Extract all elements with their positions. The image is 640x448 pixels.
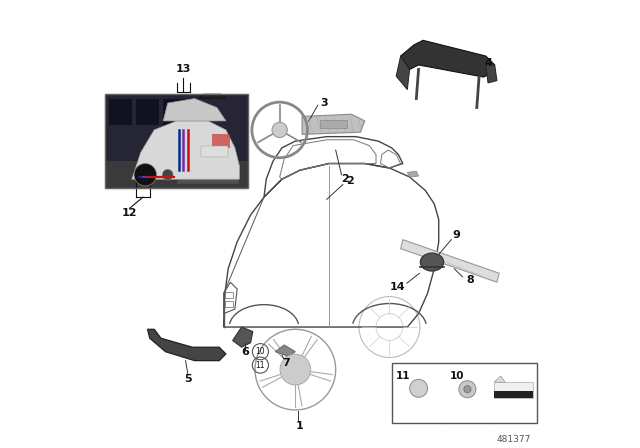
Text: 11: 11 — [396, 371, 411, 381]
Polygon shape — [233, 327, 253, 347]
Polygon shape — [486, 65, 497, 83]
Bar — [494, 391, 533, 398]
Text: 2: 2 — [340, 174, 349, 184]
Polygon shape — [302, 114, 365, 134]
Bar — [105, 94, 248, 188]
Polygon shape — [396, 56, 410, 90]
Circle shape — [464, 386, 471, 393]
Circle shape — [272, 122, 287, 138]
Circle shape — [163, 169, 173, 180]
Text: 8: 8 — [466, 275, 474, 285]
Text: 5: 5 — [184, 374, 191, 383]
Circle shape — [134, 164, 157, 186]
Text: 4: 4 — [484, 58, 492, 68]
Polygon shape — [105, 94, 248, 161]
Bar — [105, 94, 248, 188]
Text: 1: 1 — [296, 421, 304, 431]
Text: 481377: 481377 — [496, 435, 531, 444]
Bar — [202, 146, 228, 157]
Text: 12: 12 — [122, 208, 138, 218]
Polygon shape — [401, 240, 499, 282]
Text: 9: 9 — [452, 230, 461, 240]
Bar — [320, 120, 347, 128]
Bar — [212, 134, 230, 148]
Text: 2: 2 — [346, 177, 354, 186]
Polygon shape — [105, 161, 248, 188]
Bar — [136, 99, 159, 125]
Polygon shape — [163, 99, 226, 121]
Bar — [163, 99, 186, 125]
Text: 6: 6 — [241, 347, 249, 357]
Polygon shape — [407, 171, 419, 177]
Circle shape — [459, 381, 476, 398]
Text: 7: 7 — [282, 358, 291, 368]
Text: 14: 14 — [389, 282, 405, 292]
Polygon shape — [199, 94, 226, 99]
Polygon shape — [177, 161, 239, 184]
Circle shape — [145, 169, 155, 180]
Bar — [392, 363, 538, 423]
Circle shape — [280, 354, 310, 385]
Text: 13: 13 — [175, 65, 191, 74]
Text: 10: 10 — [255, 347, 265, 356]
Bar — [109, 99, 132, 125]
Text: 3: 3 — [321, 98, 328, 108]
Polygon shape — [494, 376, 505, 382]
Circle shape — [410, 379, 428, 397]
Text: 10: 10 — [450, 371, 465, 381]
Polygon shape — [132, 121, 239, 179]
Bar — [494, 382, 533, 398]
Polygon shape — [148, 329, 226, 361]
Polygon shape — [401, 40, 495, 77]
Bar — [225, 292, 233, 298]
Bar — [225, 301, 233, 307]
Text: 11: 11 — [255, 361, 265, 370]
Ellipse shape — [420, 253, 444, 271]
Polygon shape — [275, 345, 296, 356]
